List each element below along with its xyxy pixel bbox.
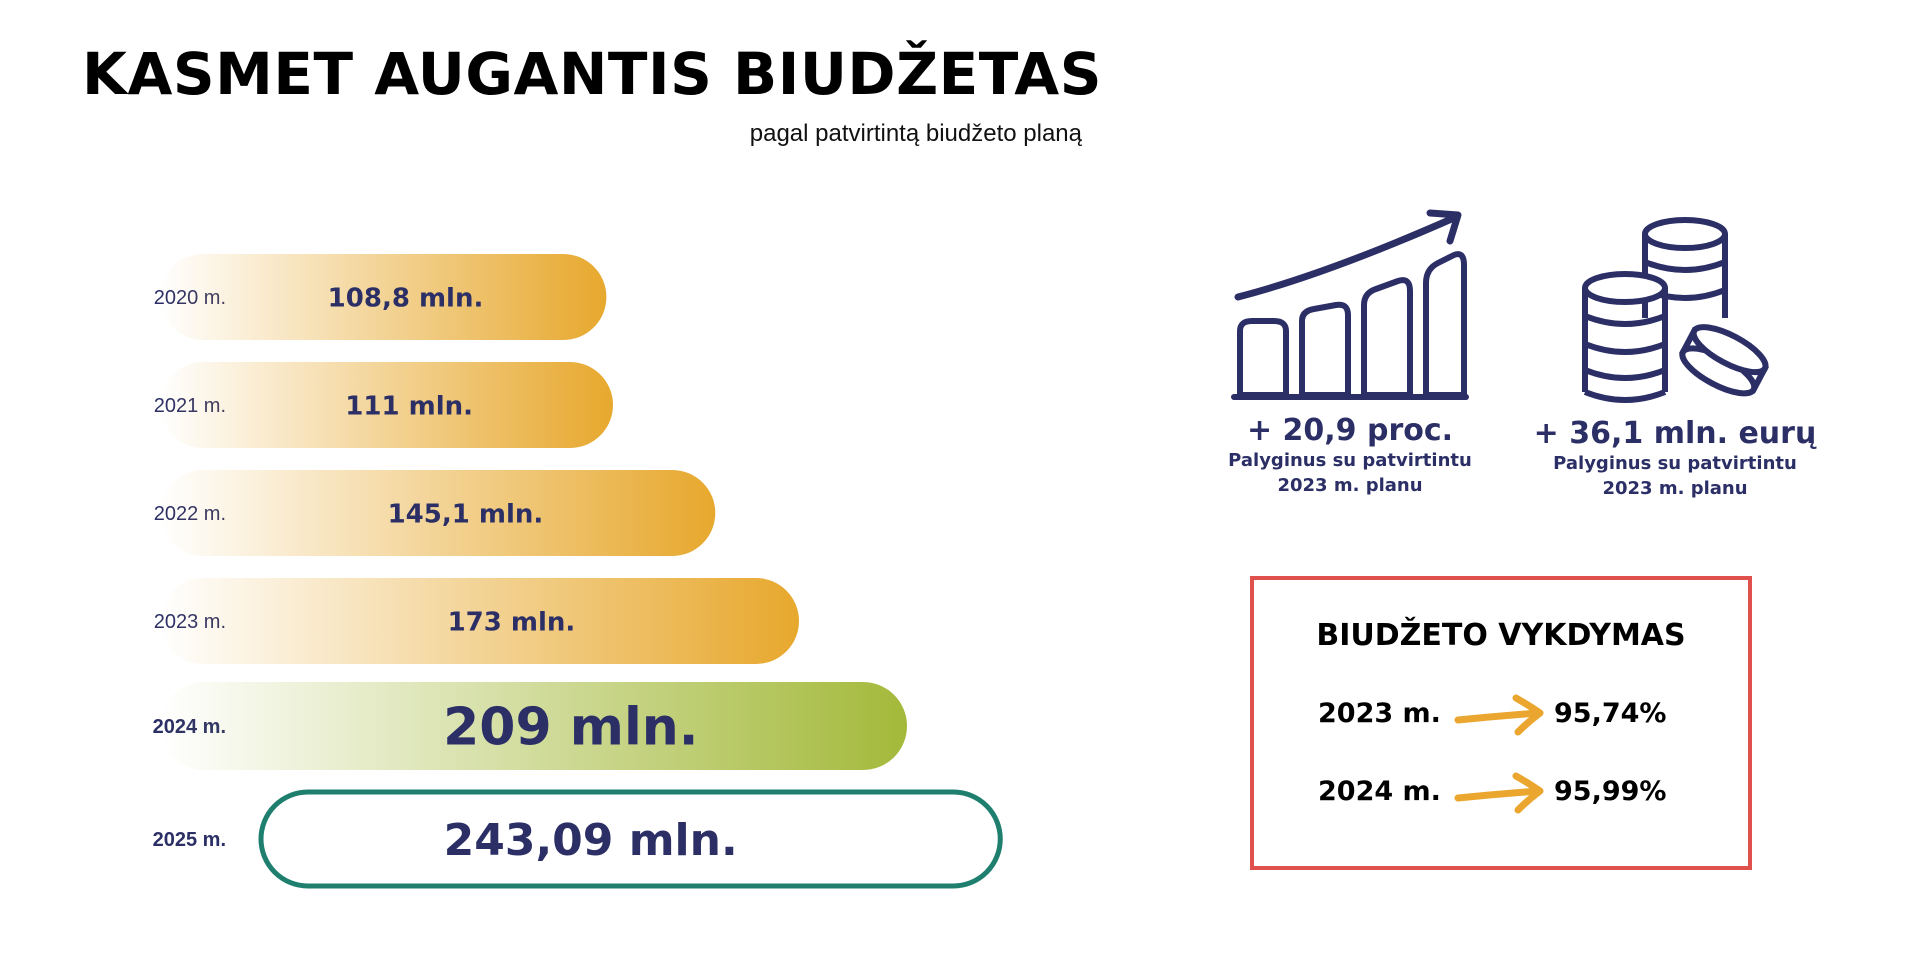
bar bbox=[160, 578, 799, 664]
execution-value: 95,99% bbox=[1554, 776, 1667, 807]
stat-value: + 20,9 proc. bbox=[1246, 413, 1454, 448]
arrow-right-icon bbox=[1454, 772, 1544, 814]
page-title: KASMET AUGANTIS BIUDŽETAS bbox=[82, 40, 1102, 108]
execution-value: 95,74% bbox=[1554, 698, 1667, 729]
data-label: 108,8 mln. bbox=[328, 283, 484, 313]
stat-description-line: Palyginus su patvirtintu bbox=[1228, 450, 1472, 471]
data-label: 243,09 mln. bbox=[444, 815, 738, 866]
stat-description-line: Palyginus su patvirtintu bbox=[1553, 453, 1797, 474]
bar bbox=[160, 682, 907, 770]
stat-percent-growth: + 20,9 proc. Palyginus su patvirtintu 20… bbox=[1210, 205, 1490, 498]
budget-execution-box: BIUDŽETO VYKDYMAS 2023 m. 95,74% 2024 m.… bbox=[1250, 576, 1752, 870]
execution-year: 2023 m. bbox=[1318, 698, 1441, 729]
stat-value: + 36,1 mln. eurų bbox=[1533, 416, 1817, 451]
coins-icon bbox=[1582, 217, 1769, 403]
page-subtitle: pagal patvirtintą biudžeto planą bbox=[749, 120, 1082, 147]
execution-year: 2024 m. bbox=[1318, 776, 1441, 807]
data-label: 209 mln. bbox=[443, 698, 698, 758]
budget-bar-chart: 2020 m.108,8 mln.2021 m.111 mln.2022 m.1… bbox=[153, 254, 1003, 889]
bar bbox=[160, 362, 613, 448]
data-label: 111 mln. bbox=[345, 391, 473, 421]
data-label: 173 mln. bbox=[448, 607, 576, 637]
data-label: 145,1 mln. bbox=[388, 499, 544, 529]
stat-euro-growth: + 36,1 mln. eurų Palyginus su patvirtint… bbox=[1525, 212, 1825, 501]
execution-row: 2024 m. 95,99% bbox=[1254, 768, 1748, 818]
stat-description-line: 2023 m. planu bbox=[1277, 475, 1423, 496]
execution-row: 2023 m. 95,74% bbox=[1254, 690, 1748, 740]
stat-description-line: 2023 m. planu bbox=[1602, 478, 1748, 499]
growth-chart-icon bbox=[1231, 209, 1469, 400]
bar bbox=[160, 254, 607, 340]
category-label: 2025 m. bbox=[153, 829, 226, 851]
arrow-right-icon bbox=[1454, 694, 1544, 736]
bar bbox=[258, 789, 1003, 889]
bar bbox=[160, 470, 716, 556]
execution-title: BIUDŽETO VYKDYMAS bbox=[1316, 618, 1686, 653]
